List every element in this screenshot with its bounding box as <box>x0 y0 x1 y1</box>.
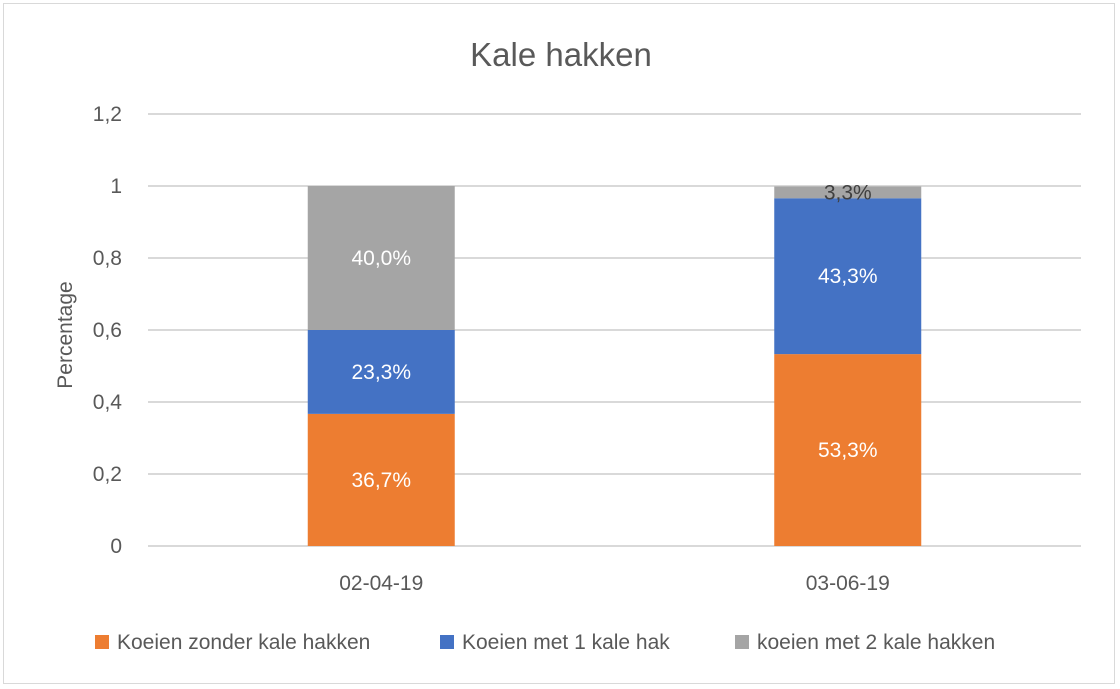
legend-label: koeien met 2 kale hakken <box>757 631 995 654</box>
y-tick-label: 0,6 <box>93 319 122 342</box>
x-tick-label: 02-04-19 <box>339 572 423 595</box>
bar-segment <box>774 354 922 546</box>
bar-segment <box>307 413 455 546</box>
y-tick-label: 0 <box>110 535 122 558</box>
data-label: 3,3% <box>824 181 872 204</box>
legend-swatch <box>735 635 749 649</box>
y-tick-label: 0,8 <box>93 247 122 270</box>
bars: 36,7% 23,3% 40,0% 53,3% 43,3% 3,3% <box>307 181 922 546</box>
bar-segment <box>774 186 922 199</box>
y-tick-label: 1 <box>110 175 122 198</box>
data-label: 40,0% <box>351 247 411 270</box>
x-tick-label: 03-06-19 <box>806 572 890 595</box>
y-tick-label: 1,2 <box>93 103 122 126</box>
legend-swatch <box>440 635 454 649</box>
chart-svg: Kale hakken Percentage 0 0,2 0,4 0,6 0,8 1 1,2… <box>54 36 1081 654</box>
legend-item: koeien met 2 kale hakken <box>735 631 995 654</box>
bar-segment <box>307 186 455 330</box>
y-tick-labels: 0 0,2 0,4 0,6 0,8 1 1,2 <box>93 103 123 558</box>
data-label: 36,7% <box>351 469 411 492</box>
legend-label: Koeien zonder kale hakken <box>117 631 370 654</box>
y-axis-label: Percentage <box>54 281 77 388</box>
x-tick-labels: 02-04-19 03-06-19 <box>339 572 890 595</box>
legend-item: Koeien met 1 kale hak <box>440 631 670 654</box>
legend-label: Koeien met 1 kale hak <box>462 631 670 654</box>
y-tick-label: 0,2 <box>93 463 122 486</box>
legend-swatch <box>95 635 109 649</box>
data-label: 53,3% <box>818 439 878 462</box>
bar-segment <box>307 330 455 414</box>
legend: Koeien zonder kale hakken Koeien met 1 ka… <box>95 631 995 654</box>
data-label: 43,3% <box>818 265 878 288</box>
chart-frame: Kale hakken Percentage 0 0,2 0,4 0,6 0,8 1 1,2… <box>3 3 1115 684</box>
gridlines <box>148 113 1081 547</box>
y-tick-label: 0,4 <box>93 391 123 414</box>
legend-item: Koeien zonder kale hakken <box>95 631 370 654</box>
chart-title: Kale hakken <box>470 36 652 73</box>
data-label: 23,3% <box>351 361 411 384</box>
bar-segment <box>774 198 922 355</box>
